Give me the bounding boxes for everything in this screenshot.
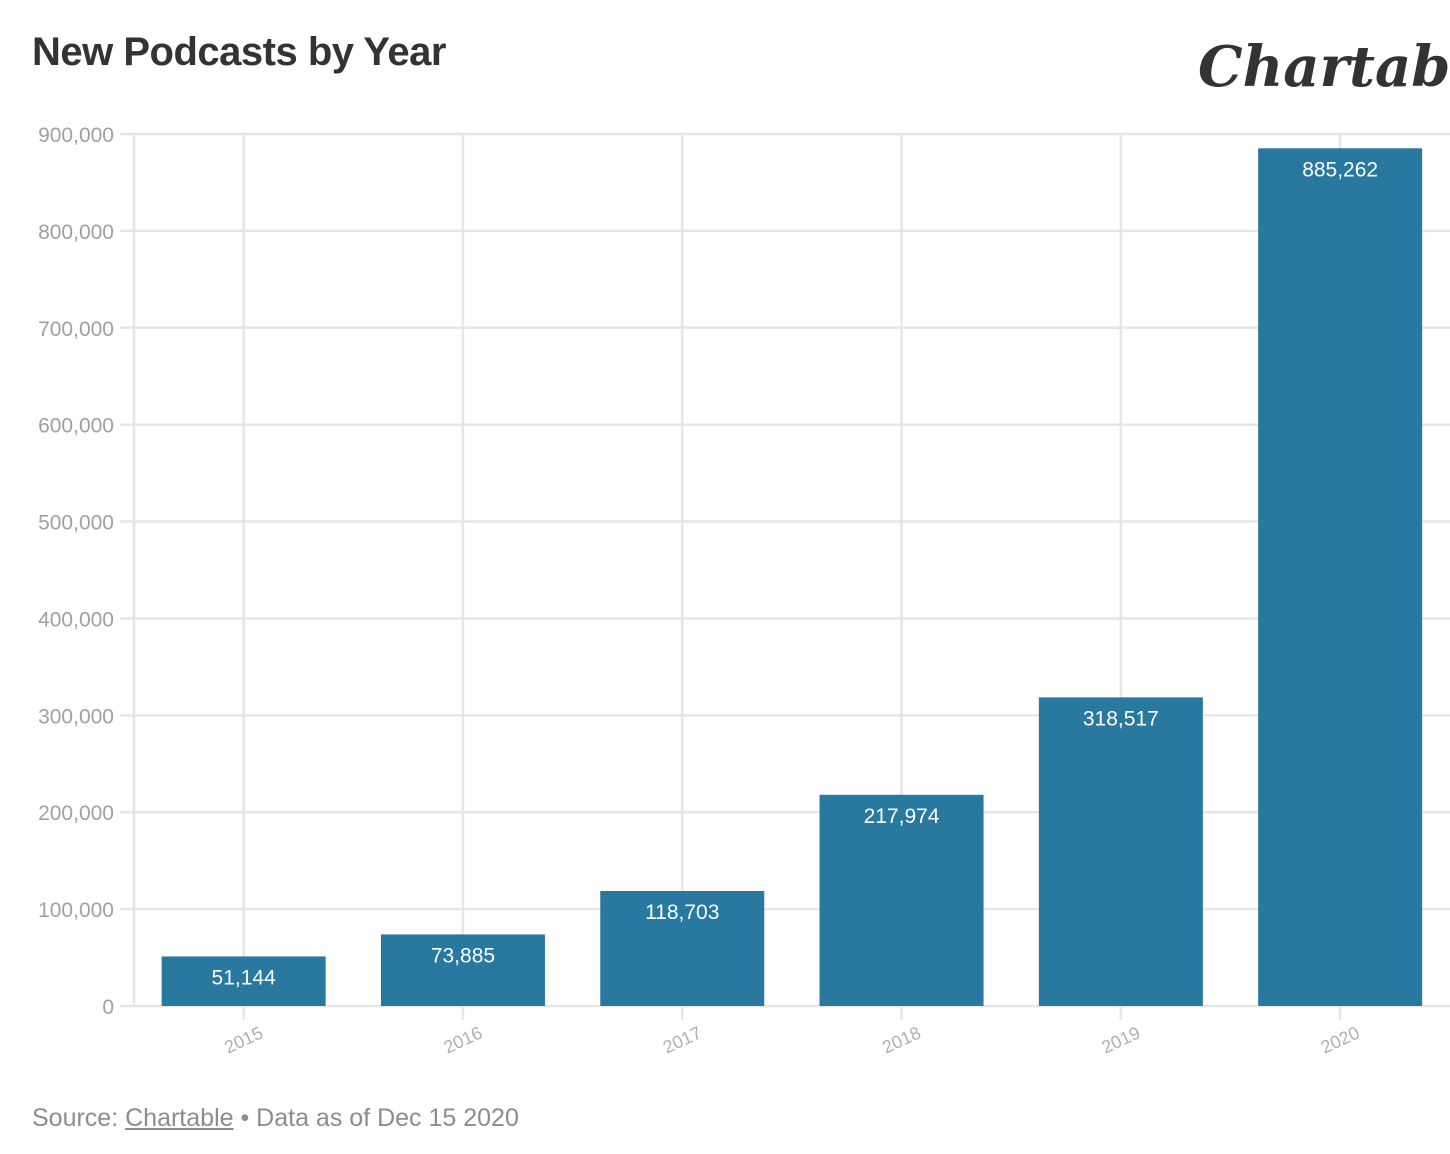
y-tick-label: 0 [102,996,114,1019]
source-suffix: • Data as of Dec 15 2020 [240,1104,519,1132]
source-link[interactable]: Chartable [125,1104,234,1132]
chartable-logo[interactable]: Chartable [1196,22,1448,102]
bar[interactable] [380,934,545,1006]
bar[interactable] [161,956,326,1006]
y-tick-label: 200,000 [38,802,114,825]
grid-lines [120,132,1450,1020]
bar[interactable] [819,794,984,1006]
chart-title: New Podcasts by Year [32,30,446,74]
labels: 0 100,000 200,000 300,000 400,000 500,000 600,… [38,124,1378,1058]
y-tick-label: 500,000 [38,512,114,535]
bar-value-label: 217,974 [864,805,940,828]
x-tick-label: 2017 [660,1022,705,1057]
bar-value-label: 73,885 [431,944,495,967]
y-tick-label: 600,000 [38,415,114,438]
source-note: Source: Chartable • Data as of Dec 15 20… [32,1104,519,1133]
svg-text:Chartable: Chartable [1198,34,1448,100]
x-tick-label: 2015 [221,1022,266,1057]
x-tick-label: 2016 [441,1022,486,1057]
bar-value-label: 51,144 [212,966,277,989]
bar-value-label: 118,703 [645,901,719,924]
bar-value-label: 885,262 [1302,158,1378,181]
source-prefix: Source: [32,1104,119,1132]
y-tick-label: 400,000 [38,608,114,631]
bars [161,148,1423,1006]
bar[interactable] [1038,697,1203,1006]
bar-value-label: 318,517 [1083,707,1159,730]
x-tick-label: 2018 [879,1022,924,1057]
y-tick-label: 100,000 [38,899,114,922]
x-tick-label: 2020 [1318,1022,1363,1057]
y-tick-label: 300,000 [38,705,114,728]
bar[interactable] [1258,148,1423,1006]
x-tick-label: 2019 [1098,1022,1143,1057]
bar[interactable] [600,890,765,1006]
y-tick-label: 800,000 [38,221,114,244]
y-tick-label: 700,000 [38,318,114,341]
y-tick-label: 900,000 [38,124,114,147]
